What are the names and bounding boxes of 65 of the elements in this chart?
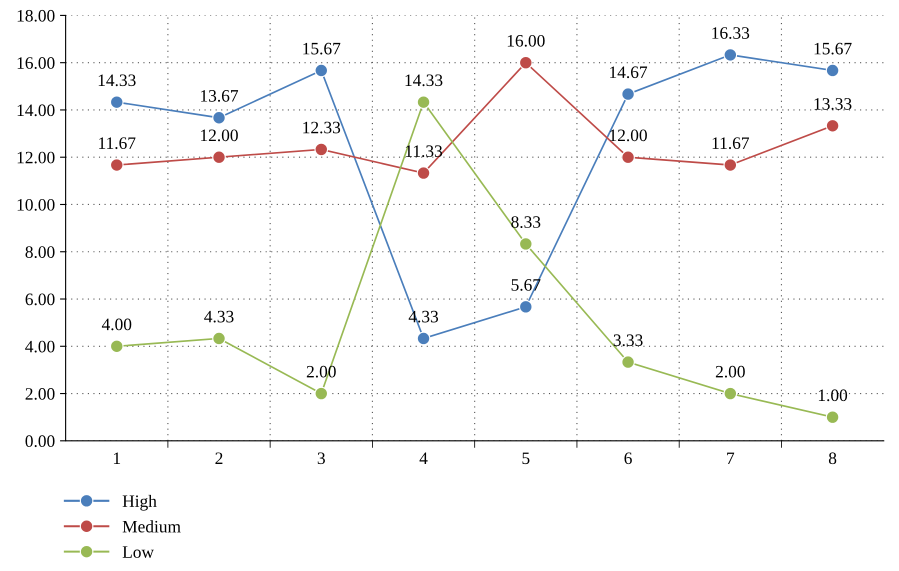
y-tick-label: 10.00 xyxy=(18,198,55,211)
data-label: 12.00 xyxy=(610,129,647,142)
data-label: 15.67 xyxy=(303,42,340,55)
point xyxy=(314,142,328,156)
point xyxy=(826,118,840,133)
point xyxy=(212,332,226,346)
point xyxy=(519,237,533,251)
data-label: 14.33 xyxy=(98,74,136,86)
data-label: 11.67 xyxy=(712,137,750,150)
x-tick-label: 7 xyxy=(727,452,734,464)
point xyxy=(621,87,635,101)
y-tick-label: 6.00 xyxy=(26,293,55,306)
y-tick-label: 4.00 xyxy=(25,340,55,353)
point xyxy=(212,150,226,164)
data-label: 4.00 xyxy=(102,318,132,330)
y-tick-label: 16.00 xyxy=(18,57,55,69)
data-label: 14.33 xyxy=(406,74,442,86)
data-label: 11.67 xyxy=(99,137,136,150)
data-label: 12.00 xyxy=(201,129,238,142)
point xyxy=(314,64,328,78)
point xyxy=(416,332,430,346)
x-tick-label: 1 xyxy=(114,452,120,464)
point xyxy=(212,110,226,125)
point xyxy=(826,64,840,78)
data-label: 16.00 xyxy=(508,34,545,47)
legend-label: Low xyxy=(122,546,154,558)
point xyxy=(724,158,738,172)
point xyxy=(416,95,430,109)
y-tick-label: 2.00 xyxy=(26,388,55,400)
y-tick-label: 18.00 xyxy=(18,10,55,22)
point xyxy=(621,150,635,164)
x-tick-label: 4 xyxy=(420,452,428,464)
point xyxy=(110,158,124,172)
point xyxy=(314,386,328,400)
data-label: 3.33 xyxy=(614,334,643,346)
point xyxy=(519,300,533,314)
y-tick-label: 14.00 xyxy=(18,104,55,116)
point xyxy=(416,166,430,180)
data-label: 1.00 xyxy=(818,389,848,402)
x-tick-label: 8 xyxy=(828,452,836,464)
data-label: 2.00 xyxy=(716,366,745,378)
point xyxy=(519,56,533,70)
data-label: 15.67 xyxy=(814,42,852,55)
legend-label: Medium xyxy=(122,520,181,532)
point xyxy=(110,339,124,354)
x-tick-label: 6 xyxy=(624,452,632,464)
data-label: 16.33 xyxy=(712,27,750,39)
data-label: 13.67 xyxy=(201,90,238,102)
data-label: 12.33 xyxy=(303,122,340,134)
point xyxy=(621,355,635,369)
y-tick-label: 0.00 xyxy=(25,435,55,448)
point xyxy=(724,386,738,400)
legend-label: High xyxy=(122,494,157,511)
y-tick-label: 12.00 xyxy=(18,152,55,164)
y-tick-label: 8.00 xyxy=(25,246,55,258)
data-label: 4.33 xyxy=(204,310,234,323)
data-label: 14.67 xyxy=(610,66,648,78)
x-tick-label: 5 xyxy=(522,452,530,464)
data-label: 8.33 xyxy=(511,216,540,228)
data-label: 13.33 xyxy=(814,98,852,110)
x-tick-label: 3 xyxy=(318,452,325,464)
x-tick-label: 2 xyxy=(215,452,222,464)
point xyxy=(826,410,840,424)
point xyxy=(110,95,124,109)
point xyxy=(724,48,738,62)
